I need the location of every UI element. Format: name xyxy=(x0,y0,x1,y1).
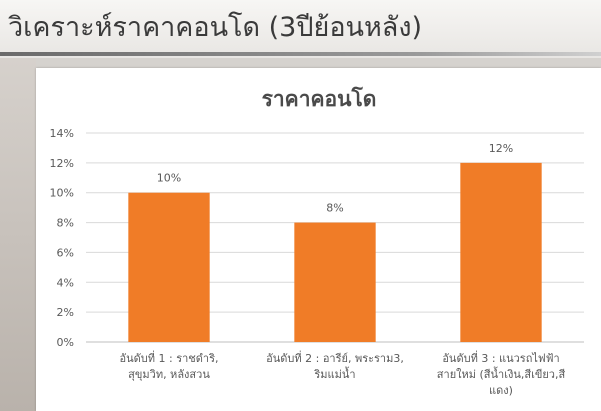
y-tick-label: 12% xyxy=(50,157,74,170)
data-label: 8% xyxy=(326,202,343,215)
bar xyxy=(128,192,210,342)
y-tick-label: 0% xyxy=(57,336,74,349)
y-tick-label: 6% xyxy=(57,246,74,259)
slide-title: วิเคราะห์ราคาคอนโด (3ปีย้อนหลัง) xyxy=(8,12,423,43)
x-axis-categories: อันดับที่ 1 : ราชดำริ,สุขุมวิท, หลังสวน อ… xyxy=(120,350,566,397)
y-tick-label: 4% xyxy=(57,276,74,289)
data-labels: 10% 8% 12% xyxy=(157,142,513,215)
bar xyxy=(460,162,542,342)
chart-title: ราคาคอนโด xyxy=(262,86,377,111)
side-band xyxy=(0,58,36,411)
y-tick-label: 2% xyxy=(57,306,74,319)
header-band xyxy=(0,0,601,58)
data-label: 10% xyxy=(157,172,181,185)
y-tick-label: 8% xyxy=(57,217,74,230)
x-category-label: อันดับที่ 3 : แนวรถไฟฟ้าสายใหม่ (สีน้ำเง… xyxy=(437,350,566,397)
y-tick-label: 10% xyxy=(50,187,74,200)
bars xyxy=(128,162,542,342)
y-axis-ticks: 0% 2% 4% 6% 8% 10% 12% 14% xyxy=(50,127,74,349)
title-underline xyxy=(0,52,601,56)
bar xyxy=(294,222,376,342)
data-label: 12% xyxy=(489,142,513,155)
x-category-label: อันดับที่ 2 : อารีย์, พระราม3,ริมแม่น้ำ xyxy=(266,350,404,381)
y-tick-label: 14% xyxy=(50,127,74,140)
x-category-label: อันดับที่ 1 : ราชดำริ,สุขุมวิท, หลังสวน xyxy=(120,350,219,381)
